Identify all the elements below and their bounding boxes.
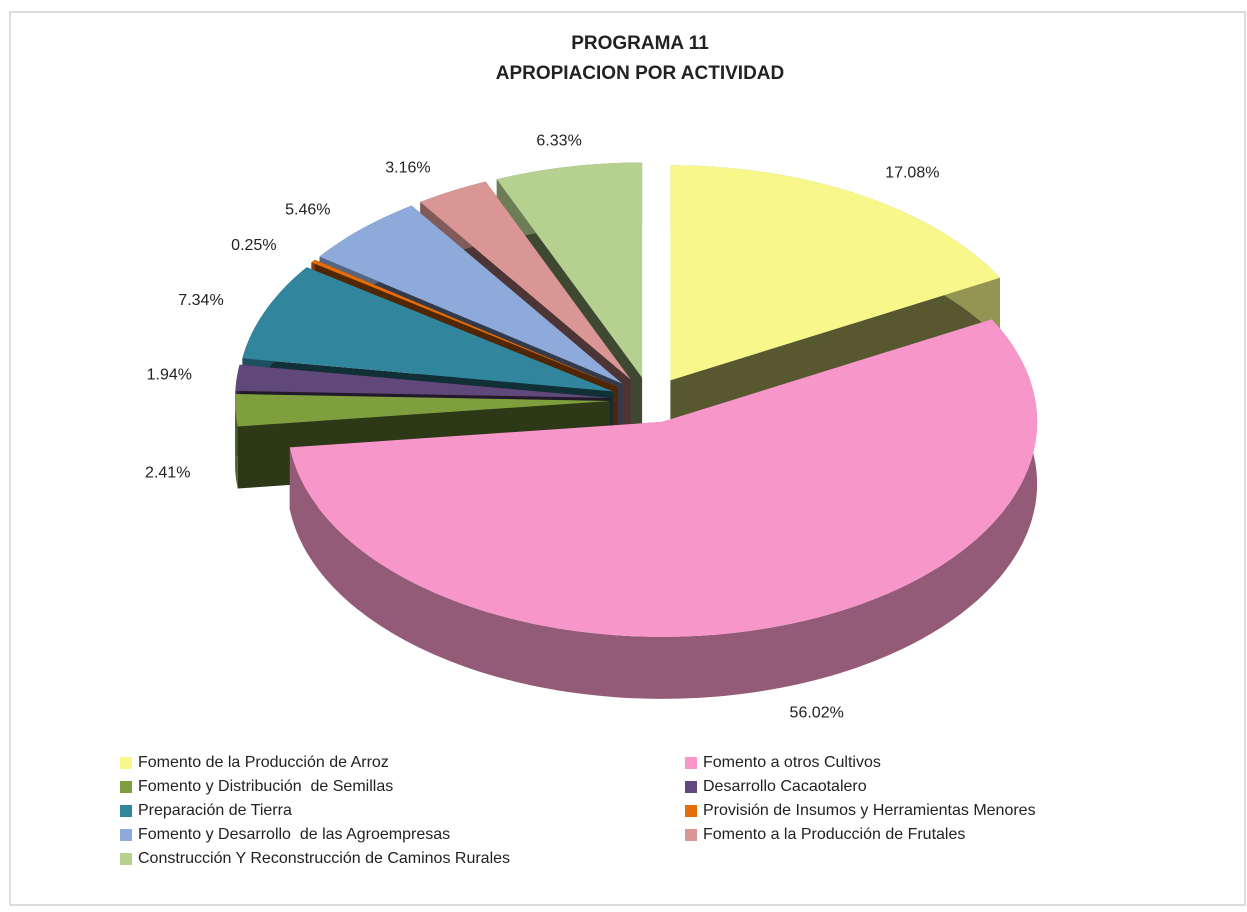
slice	[235, 394, 610, 427]
legend-label: Provisión de Insumos y Herramientas Meno…	[703, 802, 1036, 819]
legend-swatch	[120, 829, 132, 841]
legend-label: Fomento a la Producción de Frutales	[703, 826, 965, 843]
slice-wall	[235, 394, 238, 489]
chart-subtitle: APROPIACION POR ACTIVIDAD	[496, 63, 785, 84]
data-label: 17.08%	[885, 165, 939, 182]
legend-swatch	[685, 781, 697, 793]
slice	[420, 181, 631, 380]
data-label: 1.94%	[147, 367, 192, 384]
legend-label: Fomento a otros Cultivos	[703, 754, 881, 771]
legend-swatch	[685, 829, 697, 841]
legend-swatch	[120, 757, 132, 769]
legend-swatch	[120, 853, 132, 865]
slice	[496, 162, 643, 378]
chart-title: PROGRAMA 11	[571, 33, 709, 54]
data-label: 7.34%	[178, 292, 223, 309]
data-label: 56.02%	[790, 705, 844, 722]
legend-swatch	[120, 781, 132, 793]
legend-label: Fomento de la Producción de Arroz	[138, 754, 389, 771]
legend-label: Preparación de Tierra	[138, 802, 292, 819]
data-label: 0.25%	[231, 237, 276, 254]
slice	[311, 259, 618, 387]
data-label: 2.41%	[145, 465, 190, 482]
slice	[242, 267, 613, 392]
data-label: 6.33%	[536, 133, 581, 150]
legend-label: Desarrollo Cacaotalero	[703, 778, 867, 795]
legend-swatch	[120, 805, 132, 817]
slice	[319, 205, 623, 384]
legend-label: Fomento y Desarrollo de las Agroempresas	[138, 826, 450, 843]
slice	[289, 319, 1038, 637]
legend-swatch	[685, 805, 697, 817]
legend-label: Construcción Y Reconstrucción de Caminos…	[138, 850, 510, 867]
legend-label: Fomento y Distribución de Semillas	[138, 778, 393, 795]
slice	[235, 364, 611, 398]
legend-swatch	[685, 757, 697, 769]
data-label: 3.16%	[385, 159, 430, 176]
data-label: 5.46%	[285, 201, 330, 218]
slice	[670, 165, 1000, 381]
